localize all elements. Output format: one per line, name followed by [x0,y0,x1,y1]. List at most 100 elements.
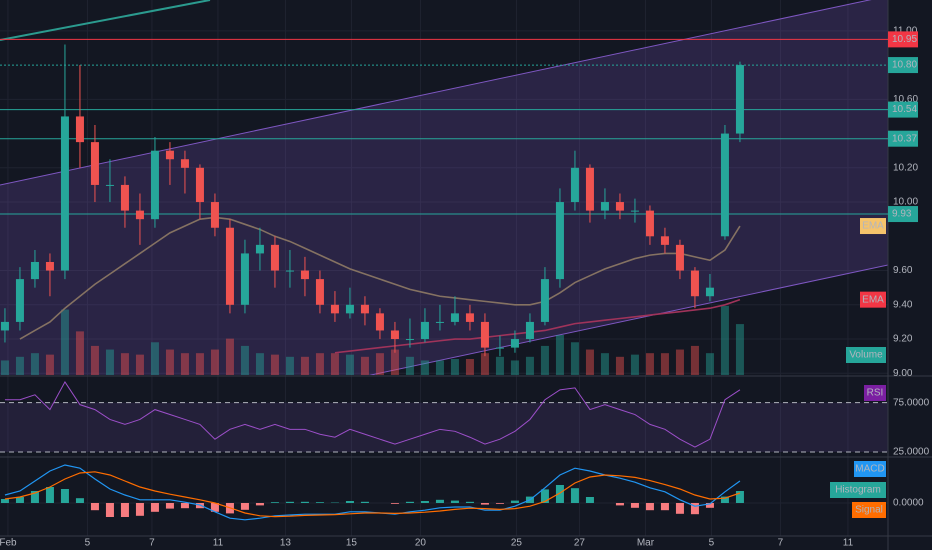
volume-bar [540,345,549,375]
histogram-bar [720,496,729,503]
candle-body [510,339,519,348]
x-tick-label: 20 [415,538,427,549]
volume-bar [465,359,474,375]
level-box [888,130,918,147]
histogram-bar [390,503,399,504]
legend-box [860,218,886,235]
candle-body [525,321,534,340]
histogram-bar [0,499,9,503]
y-tick-label: 9.00 [893,368,913,379]
level-label: 10.80 [892,60,917,71]
rsi-tick-label: 25.0000 [893,447,930,458]
volume-bar [195,353,204,375]
histogram-bar [705,503,714,508]
candle-body [75,116,84,143]
candle-body [720,133,729,237]
candle-body [300,270,309,280]
volume-bar [735,324,744,375]
legend-label: EMA [862,294,884,305]
candle-body [255,244,264,254]
candle-body [555,202,564,280]
volume-bar [270,354,279,375]
histogram-bar [270,502,279,503]
y-tick-label: 9.60 [893,265,913,276]
y-tick-label: 11.00 [893,25,918,36]
level-label: 10.95 [892,34,917,45]
candle-body [210,202,219,228]
histogram-bar [480,503,489,505]
volume-bar [285,356,294,375]
candle-body [375,313,384,331]
histogram-bar [300,501,309,503]
x-tick-label: 13 [280,538,292,549]
histogram-bar [660,503,669,511]
candle-body [195,167,204,203]
rsi-line [4,380,741,448]
histogram-bar [180,503,189,509]
histogram-bar [510,500,519,503]
candle-body [120,184,129,211]
histogram-bar [405,501,414,503]
macd-tick-label: 0.0000 [893,498,924,509]
marks [0,38,888,521]
volume-bar [630,354,639,375]
volume-bar [15,356,24,375]
candle-body [690,270,699,297]
histogram-bar [45,487,54,503]
candle-body [105,184,114,186]
candle-body [600,202,609,211]
volume-bar [30,353,39,375]
histogram-bar [240,503,249,510]
level-box [888,31,918,48]
rsi-tick-label: 75.0000 [893,397,930,408]
channel-fill [0,0,888,375]
legend-box [852,502,886,518]
histogram-bar [615,503,624,506]
candle-body [165,150,174,160]
candle-body [630,210,639,212]
histogram-bar [495,503,504,504]
candle-body [285,270,294,272]
candle-body [405,339,414,341]
x-tick-label: Mar [637,538,655,549]
macd-line [4,464,741,521]
candle-body [15,279,24,322]
volume-bar [495,356,504,375]
channel-lower [368,264,888,375]
level-label: 9.93 [892,209,912,220]
legend-box [846,347,886,363]
volume-bar [645,353,654,375]
histogram-bar [345,501,354,503]
volume-bar [705,353,714,375]
candle-body [30,261,39,280]
histogram-bar [690,503,699,515]
volume-bar [120,353,129,375]
histogram-bar [540,489,549,503]
histogram-bar [420,501,429,503]
legend-box [830,482,886,498]
candle-body [270,244,279,271]
volume-bar [105,349,114,375]
histogram-bar [60,489,69,503]
volume-bar [240,345,249,375]
candle-body [570,167,579,203]
x-tick-label: 11 [843,538,854,549]
volume-bar [570,342,579,375]
level-label: 10.37 [892,133,917,144]
volume-bar [315,353,324,375]
candle-body [315,279,324,305]
legend-label: MACD [855,464,884,475]
candle-body [450,313,459,322]
histogram-bar [315,502,324,503]
candle-body [225,227,234,305]
volume-bar [255,353,264,375]
histogram-bar [30,491,39,503]
x-tick-label: 27 [574,538,586,549]
x-tick-label: 5 [709,538,715,549]
volume-bar [525,356,534,375]
y-tick-label: 10.60 [893,94,918,105]
volume-bar [330,353,339,375]
volume-bar [390,349,399,375]
candle-body [390,330,399,340]
